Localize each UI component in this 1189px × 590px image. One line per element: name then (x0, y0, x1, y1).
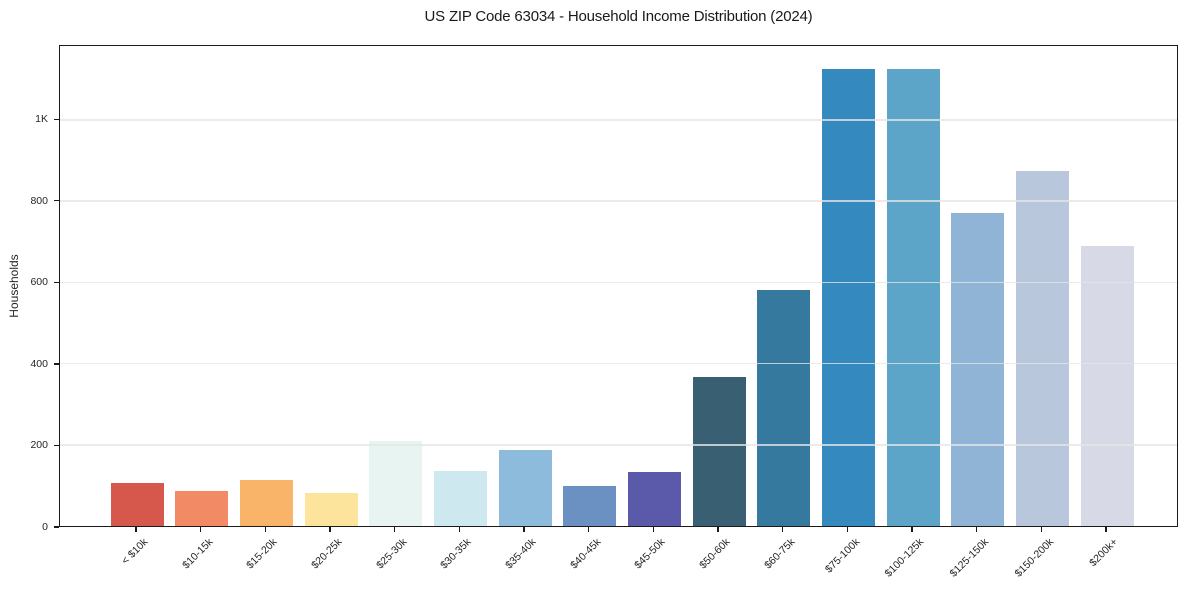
x-tick-mark-$150-200k (1040, 527, 1043, 532)
x-tick-label-$20-25k: $20-25k (309, 536, 345, 572)
x-tick-label-$15-20k: $15-20k (244, 536, 280, 572)
gridline-600 (60, 281, 1177, 284)
chart-title: US ZIP Code 63034 - Household Income Dis… (424, 8, 813, 25)
bar-$125-150k (951, 212, 1005, 526)
bar-$25-30k (369, 440, 423, 526)
x-tick-label-< $10k: < $10k (119, 536, 151, 567)
y-tick-label-200: 200 (30, 439, 48, 452)
y-tick-mark-800 (54, 200, 59, 202)
x-tick-label-$10-15k: $10-15k (179, 536, 216, 572)
x-tick-mark-$100-125k (911, 527, 913, 532)
gridline-1000 (60, 119, 1177, 121)
bar-$150-200k (1015, 170, 1069, 526)
x-tick-mark-$10-15k (200, 527, 202, 532)
bar-$45-50k (627, 472, 681, 526)
x-tick-mark-< $10k (135, 527, 137, 532)
x-tick-mark-$50-60k (717, 527, 719, 532)
x-tick-mark-$25-30k (394, 527, 396, 532)
x-tick-label-$40-45k: $40-45k (567, 536, 604, 572)
x-tick-label-$45-50k: $45-50k (632, 536, 668, 572)
x-tick-mark-$45-50k (652, 527, 654, 532)
bar-$200k+ (1080, 245, 1134, 526)
y-tick-label-0: 0 (42, 521, 48, 533)
x-tick-mark-$40-45k (588, 527, 590, 532)
y-tick-mark-200 (54, 444, 59, 447)
bar-$100-125k (886, 68, 940, 526)
bar-$35-40k (498, 449, 552, 526)
x-tick-label-$50-60k: $50-60k (697, 536, 733, 572)
y-tick-mark-0 (54, 526, 59, 528)
bar-< $10k (110, 483, 164, 526)
y-tick-mark-400 (54, 363, 59, 365)
plot-area (59, 45, 1178, 527)
x-tick-label-$150-200k: $150-200k (1012, 536, 1056, 580)
x-tick-mark-$20-25k (329, 527, 331, 532)
bar-$40-45k (563, 485, 617, 526)
x-tick-label-$75-100k: $75-100k (822, 536, 862, 576)
x-tick-label-$25-30k: $25-30k (373, 536, 410, 572)
gridline-800 (60, 200, 1177, 202)
x-tick-label-$30-35k: $30-35k (438, 536, 474, 572)
x-tick-label-$125-150k: $125-150k (947, 536, 992, 580)
bar-$75-100k (821, 68, 875, 526)
bar-$60-75k (757, 290, 811, 526)
y-tick-label-400: 400 (30, 357, 48, 370)
x-tick-mark-$15-20k (264, 527, 266, 532)
gridline-400 (60, 362, 1177, 365)
y-tick-mark-1K (54, 118, 59, 120)
x-tick-mark-$60-75k (782, 527, 784, 532)
bar-$15-20k (239, 479, 293, 526)
x-tick-mark-$200k+ (1105, 527, 1107, 532)
y-tick-mark-600 (54, 281, 59, 283)
y-tick-label-800: 800 (30, 194, 48, 207)
x-tick-mark-$35-40k (523, 527, 525, 532)
x-tick-mark-$75-100k (846, 527, 849, 532)
x-tick-label-$200k+: $200k+ (1087, 536, 1121, 570)
bar-$30-35k (433, 471, 487, 526)
bar-$10-15k (175, 491, 229, 526)
bar-$50-60k (692, 376, 746, 526)
bar-$20-25k (304, 492, 358, 526)
x-tick-mark-$30-35k (458, 527, 460, 532)
x-tick-label-$35-40k: $35-40k (503, 536, 539, 572)
x-tick-mark-$125-150k (976, 527, 978, 532)
gridline-200 (60, 444, 1177, 446)
y-tick-label-1K: 1K (35, 113, 48, 126)
x-tick-label-$60-75k: $60-75k (761, 536, 798, 572)
x-tick-label-$100-125k: $100-125k (882, 536, 927, 580)
y-tick-label-600: 600 (30, 276, 48, 289)
